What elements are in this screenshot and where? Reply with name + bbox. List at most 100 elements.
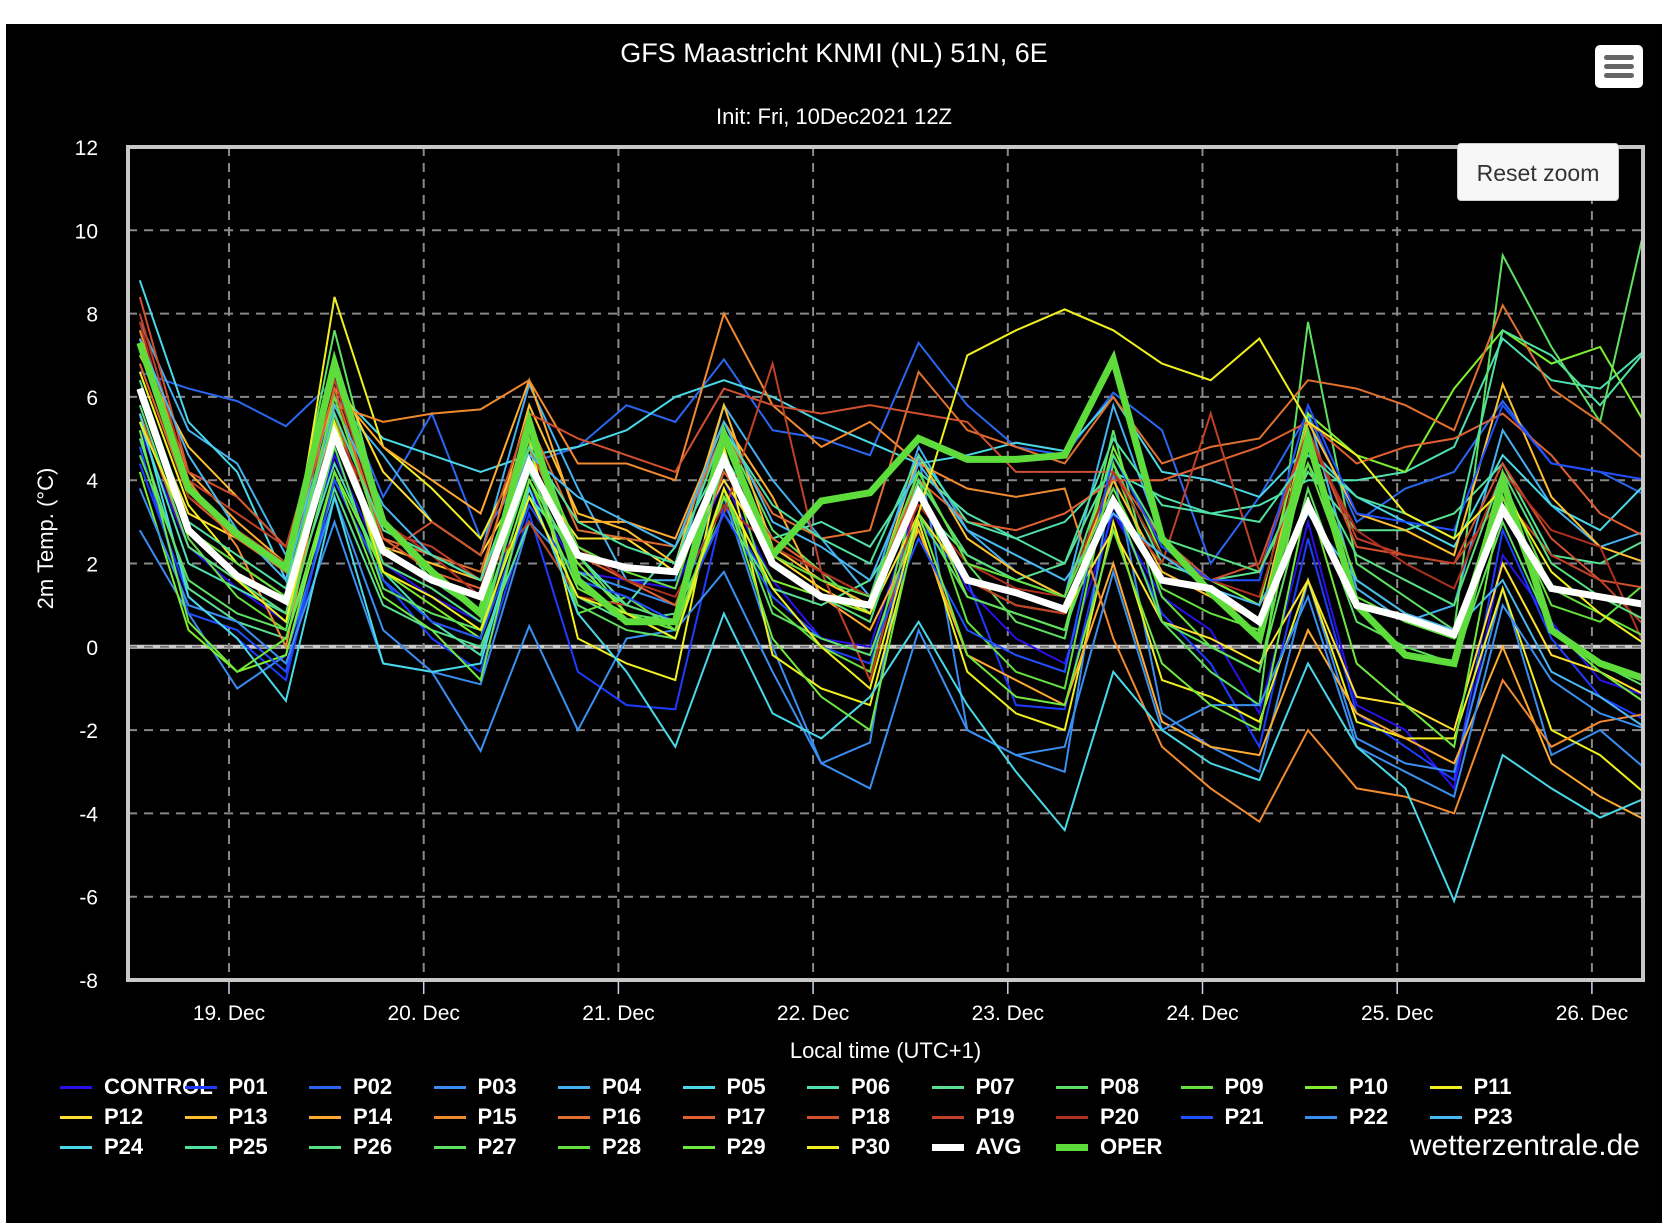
series-line-p02[interactable] bbox=[139, 340, 1649, 566]
hamburger-menu-icon[interactable] bbox=[1595, 45, 1643, 88]
legend-swatch bbox=[558, 1145, 590, 1149]
legend-item-p13[interactable]: P13 bbox=[184, 1103, 268, 1131]
reset-zoom-button[interactable]: Reset zoom bbox=[1457, 143, 1619, 201]
legend-label: P15 bbox=[477, 1104, 517, 1129]
legend-swatch bbox=[1056, 1085, 1088, 1089]
series-group bbox=[136, 230, 1649, 904]
x-axis-title: Local time (UTC+1) bbox=[790, 1038, 981, 1063]
series-line-oper[interactable] bbox=[136, 341, 1649, 682]
legend-label: P16 bbox=[602, 1104, 642, 1129]
legend-label: P17 bbox=[726, 1104, 766, 1129]
legend-swatch bbox=[931, 1085, 964, 1089]
legend-item-p18[interactable]: P18 bbox=[807, 1103, 890, 1131]
legend-swatch bbox=[931, 1115, 964, 1119]
x-tick-label: 21. Dec bbox=[582, 1002, 654, 1025]
y-tick-label: 12 bbox=[75, 137, 98, 160]
series-line-p21[interactable] bbox=[138, 402, 1649, 674]
legend-swatch bbox=[1056, 1143, 1088, 1151]
series-line-p15[interactable] bbox=[138, 310, 1649, 824]
legend-label: P01 bbox=[228, 1074, 268, 1099]
series-line-p11[interactable] bbox=[138, 296, 1649, 797]
chart-title: GFS Maastricht KNMI (NL) 51N, 6E bbox=[620, 38, 1048, 68]
legend-item-p11[interactable]: P11 bbox=[1429, 1073, 1512, 1101]
series-line-p01[interactable] bbox=[138, 463, 1649, 782]
legend-label: P22 bbox=[1349, 1104, 1389, 1129]
legend-swatch bbox=[1305, 1085, 1337, 1089]
legend-swatch bbox=[60, 1145, 92, 1149]
series-line-p24[interactable] bbox=[138, 413, 1649, 904]
legend-item-p26[interactable]: P26 bbox=[309, 1133, 392, 1161]
legend-item-p20[interactable]: P20 bbox=[1056, 1103, 1139, 1131]
legend-item-p12[interactable]: P12 bbox=[60, 1103, 143, 1131]
legend-item-p21[interactable]: P21 bbox=[1180, 1103, 1264, 1131]
y-tick-label: 10 bbox=[75, 220, 98, 243]
series-line-p23[interactable] bbox=[138, 338, 1649, 730]
legend-item-p19[interactable]: P19 bbox=[931, 1103, 1015, 1131]
legend-label: P12 bbox=[104, 1104, 144, 1129]
y-tick-label: 4 bbox=[86, 470, 98, 493]
legend-label: P09 bbox=[1224, 1074, 1264, 1099]
legend-label: P13 bbox=[228, 1104, 268, 1129]
legend-label: P27 bbox=[477, 1134, 517, 1159]
legend-item-p03[interactable]: P03 bbox=[433, 1073, 517, 1101]
series-line-p14[interactable] bbox=[138, 338, 1649, 822]
x-tick-label: 24. Dec bbox=[1166, 1002, 1238, 1025]
y-tick-label: 0 bbox=[86, 637, 98, 660]
legend-label: P02 bbox=[353, 1074, 393, 1099]
chart-container: GFS Maastricht KNMI (NL) 51N, 6E Init: F… bbox=[6, 24, 1662, 1223]
series-line-p16[interactable] bbox=[138, 303, 1649, 616]
legend-item-p22[interactable]: P22 bbox=[1305, 1103, 1388, 1131]
legend-item-p30[interactable]: P30 bbox=[807, 1133, 890, 1161]
series-line-avg[interactable] bbox=[136, 387, 1649, 639]
x-tick-label: 25. Dec bbox=[1361, 1002, 1433, 1025]
series-line-p18[interactable] bbox=[138, 296, 1649, 589]
x-tick-label: 26. Dec bbox=[1556, 1002, 1628, 1025]
legend-item-p28[interactable]: P28 bbox=[558, 1133, 641, 1161]
legend-item-p29[interactable]: P29 bbox=[682, 1133, 766, 1161]
plot-border bbox=[126, 145, 1645, 982]
series-line-p30[interactable] bbox=[138, 308, 1649, 691]
legend-item-p25[interactable]: P25 bbox=[184, 1133, 268, 1161]
legend-swatch bbox=[184, 1085, 217, 1089]
legend-item-p01[interactable]: P01 bbox=[184, 1073, 268, 1101]
legend-item-p04[interactable]: P04 bbox=[558, 1073, 641, 1101]
legend-swatch bbox=[682, 1145, 715, 1149]
legend-item-p02[interactable]: P02 bbox=[309, 1073, 392, 1101]
legend-item-p05[interactable]: P05 bbox=[682, 1073, 766, 1101]
y-tick-label: 8 bbox=[86, 304, 98, 327]
legend-swatch bbox=[309, 1145, 341, 1149]
legend-item-p16[interactable]: P16 bbox=[558, 1103, 641, 1131]
legend-item-oper[interactable]: OPER bbox=[1056, 1133, 1162, 1161]
legend-label: P26 bbox=[353, 1134, 393, 1159]
y-tick-label: 6 bbox=[86, 387, 98, 410]
y-tick-label: 2 bbox=[86, 554, 98, 577]
legend-item-p10[interactable]: P10 bbox=[1305, 1073, 1388, 1101]
legend-swatch bbox=[1305, 1115, 1337, 1119]
legend-label: P05 bbox=[726, 1074, 766, 1099]
legend-item-p15[interactable]: P15 bbox=[433, 1103, 517, 1131]
series-line-p12[interactable] bbox=[138, 368, 1649, 732]
legend-item-p06[interactable]: P06 bbox=[807, 1073, 890, 1101]
legend-item-p08[interactable]: P08 bbox=[1056, 1073, 1139, 1101]
legend-label: OPER bbox=[1100, 1134, 1163, 1159]
legend-item-avg[interactable]: AVG bbox=[931, 1133, 1022, 1161]
legend-swatch bbox=[60, 1115, 92, 1119]
legend-swatch bbox=[433, 1085, 466, 1089]
legend-item-p07[interactable]: P07 bbox=[931, 1073, 1015, 1101]
legend-label: P11 bbox=[1473, 1074, 1512, 1099]
legend-item-p24[interactable]: P24 bbox=[60, 1133, 143, 1161]
series-line-control[interactable] bbox=[138, 429, 1649, 791]
series-line-p29[interactable] bbox=[138, 429, 1649, 749]
legend-item-p09[interactable]: P09 bbox=[1180, 1073, 1264, 1101]
legend-swatch bbox=[558, 1085, 590, 1089]
legend-swatch bbox=[1429, 1085, 1462, 1089]
legend-item-p23[interactable]: P23 bbox=[1429, 1103, 1513, 1131]
legend-swatch bbox=[807, 1085, 839, 1089]
legend-item-p27[interactable]: P27 bbox=[433, 1133, 517, 1161]
series-line-p17[interactable] bbox=[138, 363, 1649, 607]
legend-item-p14[interactable]: P14 bbox=[309, 1103, 392, 1131]
x-tick-label: 20. Dec bbox=[388, 1002, 460, 1025]
legend-item-p17[interactable]: P17 bbox=[682, 1103, 766, 1131]
legend-label: P10 bbox=[1349, 1074, 1389, 1099]
